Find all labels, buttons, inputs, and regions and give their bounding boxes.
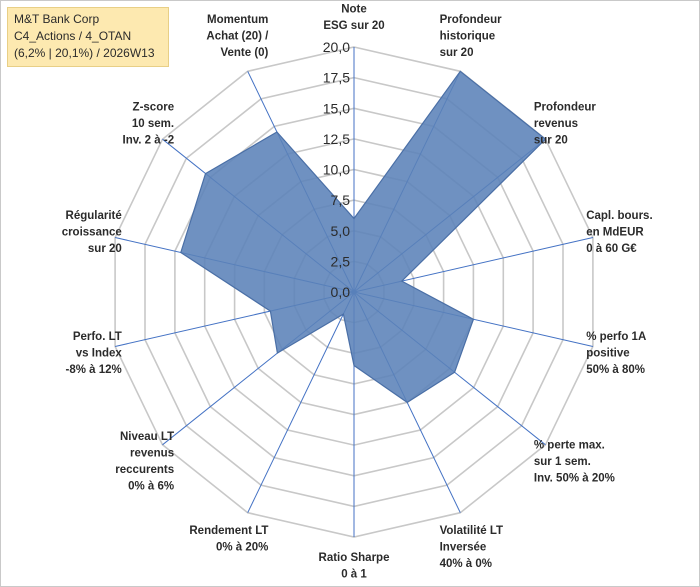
tick-label: 0,0 [331, 284, 351, 300]
axis-label-line: sur 20 [88, 243, 122, 255]
axis-label-line: Régularité [66, 210, 122, 222]
axis-label-line: 40% à 0% [440, 558, 492, 570]
axis-label: Perfo. LT vs Index -8% à 12% [66, 331, 123, 376]
stats-text: (6,2% | 20,1%) / 2026W13 [14, 46, 155, 60]
axis-spoke [247, 291, 355, 513]
axis-label-line: Rendement LT [189, 525, 268, 537]
axis-label-line: Z-score [133, 102, 175, 114]
axis-label-line: Volatilité LT [440, 525, 503, 537]
axis-label: Profondeur revenus sur 20 [534, 102, 596, 147]
axis-label: Profondeur historique sur 20 [440, 14, 502, 59]
axis-label-line: 0 à 1 [341, 569, 367, 581]
axis-label-line: sur 1 sem. [534, 456, 591, 468]
axis-label-line: Profondeur [440, 14, 502, 26]
axis-label-line: revenus [534, 118, 578, 130]
axis-label-line: sur 20 [534, 135, 568, 147]
tick-label: 7,5 [331, 192, 351, 208]
tick-label: 5,0 [331, 223, 351, 239]
tick-label: 15,0 [323, 100, 350, 116]
axis-label-line: 50% à 80% [586, 364, 645, 376]
company-name: M&T Bank Corp [14, 12, 100, 26]
axis-label: Note ESG sur 20 [323, 4, 384, 33]
axis-label: Ratio Sharpe 0 à 1 [319, 552, 390, 581]
category-text: C4_Actions / 4_OTAN [14, 29, 132, 43]
axis-label-line: Vente (0) [220, 47, 268, 59]
axis-label: % perfo 1A positive 50% à 80% [586, 331, 646, 376]
axis-label-line: Note [341, 4, 367, 16]
axis-label-line: croissance [62, 227, 122, 239]
axis-label-line: Ratio Sharpe [319, 552, 390, 564]
tick-label: 20,0 [323, 39, 350, 55]
axis-label-line: en MdEUR [586, 227, 644, 239]
axis-label-line: sur 20 [440, 47, 474, 59]
axis-label-line: Inversée [440, 542, 487, 554]
axis-label-line: positive [586, 347, 629, 359]
axis-label-line: Inv. 2 à -2 [123, 135, 175, 147]
axis-label-line: 0% à 20% [216, 542, 268, 554]
axis-label-line: Momentum [207, 14, 268, 26]
tick-label: 17,5 [323, 70, 350, 86]
axis-label-line: Niveau LT [120, 431, 174, 443]
axis-label: Niveau LT revenus reccurents 0% à 6% [115, 431, 174, 493]
axis-label-line: % perfo 1A [586, 331, 646, 343]
axis-label: Momentum Achat (20) / Vente (0) [206, 14, 269, 59]
axis-label-line: Achat (20) / [206, 30, 269, 42]
axis-label-line: Inv. 50% à 20% [534, 473, 615, 485]
axis-label-line: revenus [130, 448, 174, 460]
axis-label-line: Profondeur [534, 102, 596, 114]
axis-label-line: historique [440, 30, 496, 42]
tick-label: 10,0 [323, 162, 350, 178]
axis-label-line: % perte max. [534, 440, 605, 452]
axis-label-line: vs Index [76, 347, 123, 359]
axis-label: Régularité croissance sur 20 [62, 210, 122, 255]
axis-label-line: Capl. bours. [586, 210, 652, 222]
info-box: M&T Bank Corp C4_Actions / 4_OTAN (6,2% … [7, 7, 169, 67]
axis-label: % perte max. sur 1 sem. Inv. 50% à 20% [534, 440, 615, 485]
axis-label-line: Perfo. LT [73, 331, 122, 343]
axis-label-line: 0% à 6% [128, 481, 174, 493]
axis-label-line: reccurents [115, 464, 174, 476]
axis-label-line: 10 sem. [132, 118, 174, 130]
axis-label: Capl. bours. en MdEUR 0 à 60 G€ [586, 210, 652, 255]
axis-label-line: 0 à 60 G€ [586, 243, 637, 255]
tick-label: 2,5 [331, 253, 351, 269]
axis-label-line: -8% à 12% [66, 364, 122, 376]
axis-label: Rendement LT 0% à 20% [189, 525, 268, 554]
tick-label: 12,5 [323, 131, 350, 147]
axis-label: Volatilité LT Inversée 40% à 0% [440, 525, 503, 570]
axis-label-line: ESG sur 20 [323, 20, 384, 32]
axis-label: Z-score 10 sem. Inv. 2 à -2 [123, 102, 175, 147]
